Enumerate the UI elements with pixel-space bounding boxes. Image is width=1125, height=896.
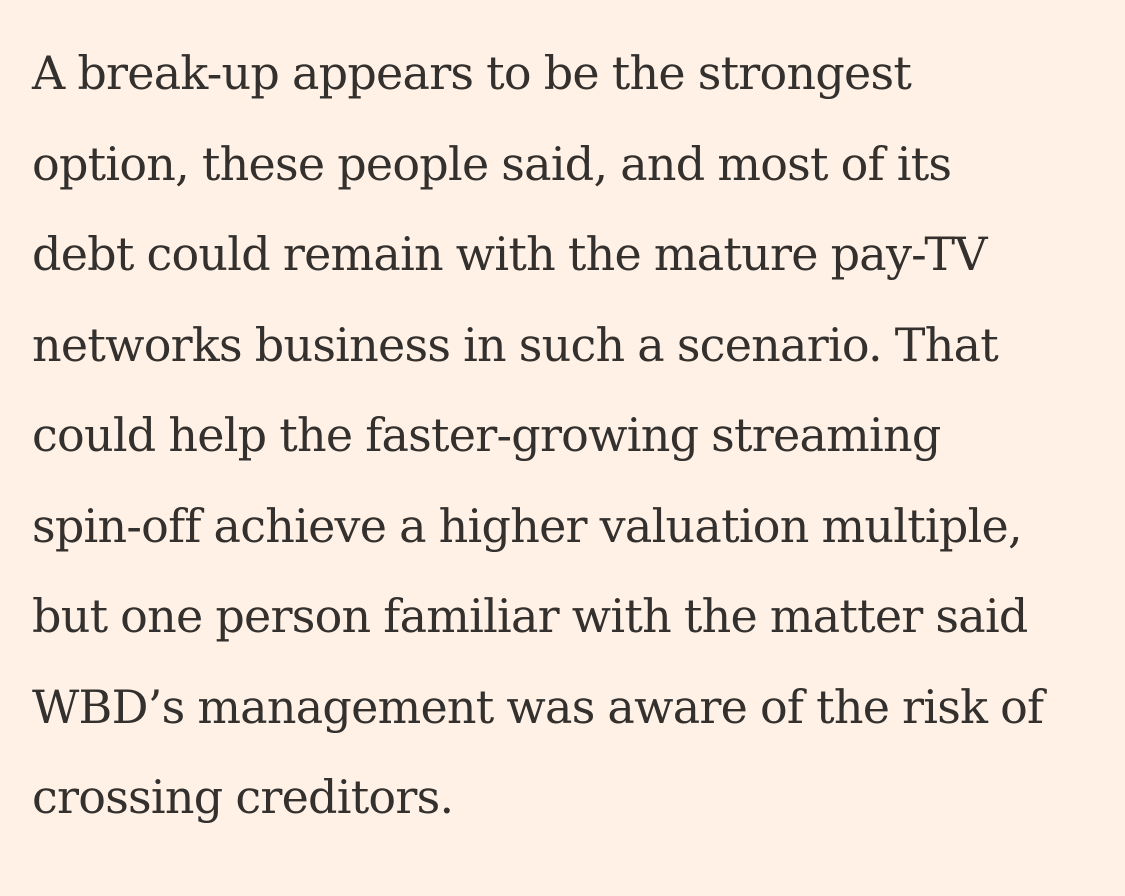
- paragraph-line: but one person familiar with the matter …: [32, 589, 1028, 643]
- paragraph-line: networks business in such a scenario. Th…: [32, 317, 999, 372]
- paragraph-line: A break-up appears to be the strongest: [32, 46, 912, 100]
- paragraph-line: crossing creditors.: [32, 770, 454, 824]
- paragraph-line: option, these people said, and most of i…: [32, 136, 952, 191]
- paragraph-line: WBD’s management was aware of the risk o…: [32, 679, 1044, 734]
- paragraph-line: debt could remain with the mature pay-TV: [32, 227, 987, 281]
- paragraph-line: spin-off achieve a higher valuation mult…: [32, 498, 1023, 553]
- article-paragraph: A break-up appears to be the strongest o…: [32, 44, 1117, 843]
- paragraph-line: could help the faster-growing streaming: [32, 408, 941, 462]
